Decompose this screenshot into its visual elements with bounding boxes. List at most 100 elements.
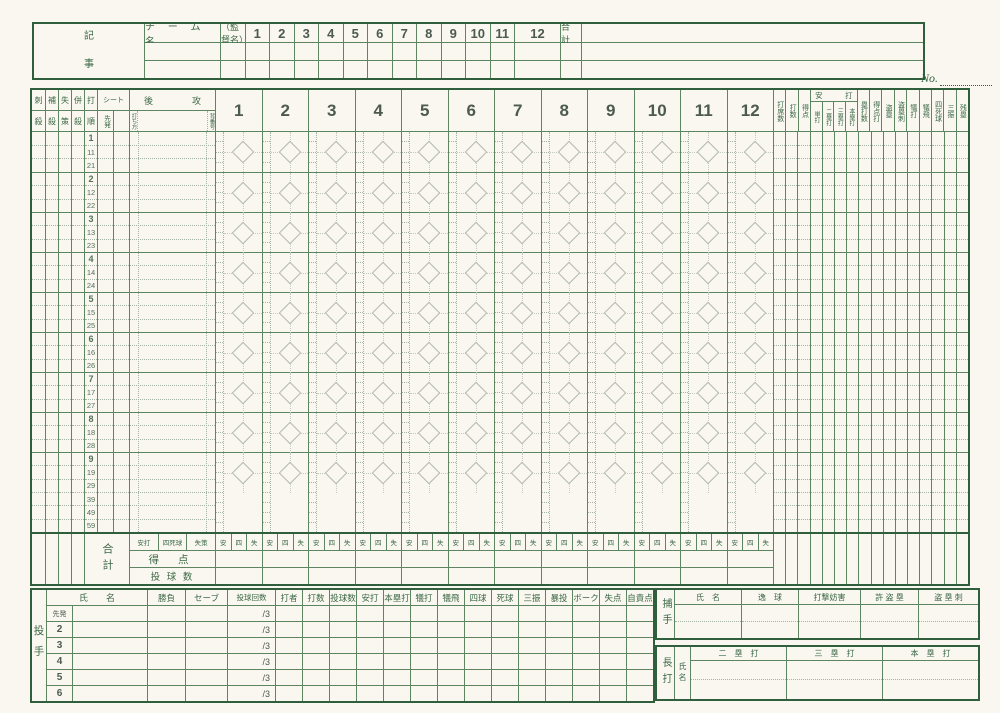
subrow: [402, 313, 409, 323]
pitcher-stat-cell: [410, 654, 437, 669]
subrow: [774, 200, 785, 212]
summary-stat-cell: [785, 173, 798, 212]
score-cell-inning-8: [540, 293, 587, 333]
score-cell-inning-6: [447, 333, 494, 373]
uniform-number-strip-line: [206, 132, 207, 172]
subrow: [309, 523, 316, 532]
summary-total-cell: [797, 534, 809, 584]
fielding-total-cell: [71, 534, 84, 584]
subrow: [72, 346, 84, 360]
count-strip: [634, 213, 643, 252]
subrow: [588, 353, 595, 363]
summary-header-残塁: 残塁: [955, 90, 968, 131]
subrow: [634, 293, 642, 303]
subrow: [635, 443, 642, 452]
fielding-total-cell: [45, 534, 58, 584]
scoring-diamond: [371, 261, 394, 285]
subrow: [883, 466, 895, 480]
subrow: [495, 273, 502, 283]
subrow: [786, 520, 797, 532]
pitcher-row-4: 4/3: [47, 653, 653, 669]
subrow: [774, 506, 786, 520]
subrow: [847, 493, 859, 507]
score-cell-inning-10: [633, 373, 680, 413]
totals-pitch-cell: [588, 568, 634, 584]
pitcher-stat-cell: [491, 654, 518, 669]
subrow: [727, 393, 735, 403]
pitcher-stat-cell: [491, 686, 518, 701]
catcher-stat-cell: [918, 605, 978, 638]
inning-score-cell: [490, 61, 514, 78]
inning-header-6: 6: [447, 90, 495, 131]
subrow: [932, 400, 943, 412]
subrow: [355, 153, 363, 163]
subrow: [727, 433, 735, 443]
batting-order-number: 14: [85, 266, 97, 280]
subrow: [588, 363, 595, 372]
subrow: [542, 163, 549, 172]
subrow: [634, 303, 642, 313]
catcher-header-氏 名: 氏 名: [696, 592, 720, 602]
subrow: [262, 263, 270, 273]
subrow: [932, 253, 944, 267]
subrow: [262, 273, 270, 283]
manager-name-input-cell: [221, 61, 245, 78]
subrow: [355, 132, 363, 143]
subrow: [130, 453, 215, 467]
subrow: [588, 413, 595, 423]
score-cell-inning-8: [540, 373, 587, 413]
subrow: [920, 413, 932, 427]
totals-mini-四: 四: [230, 534, 247, 550]
score-cell-inning-9: [587, 413, 634, 453]
subrow: [681, 273, 688, 283]
pitcher-stat-cell: [599, 670, 626, 685]
subrow: [798, 293, 810, 307]
subrow: [495, 203, 502, 212]
subrow: [727, 333, 735, 343]
count-strip: [727, 373, 736, 412]
subrow: [402, 273, 409, 283]
summary-stat-cell: [919, 453, 932, 532]
subrow: [932, 466, 944, 480]
count-strip: [355, 373, 364, 412]
summary-total-cell: [858, 534, 870, 584]
subrow: [130, 480, 215, 493]
subrow: [834, 466, 847, 480]
subrow: [727, 423, 735, 433]
subrow: [810, 373, 822, 387]
subrow: [956, 333, 968, 347]
subrow: [588, 303, 595, 313]
scoring-diamond: [417, 421, 441, 445]
slugging-stat-cell: [786, 661, 882, 699]
summary-stat-cell: [870, 413, 883, 452]
summary-stat-cell: [943, 132, 956, 172]
subrow: [932, 386, 944, 400]
subrow: [216, 503, 223, 513]
pitcher-stat-cell: [302, 670, 329, 685]
subrow: [859, 266, 871, 280]
subrow: [774, 346, 786, 360]
score-cell-inning-5: [401, 453, 448, 532]
batting-order-number: 3: [85, 213, 97, 227]
subrow: [309, 303, 316, 313]
save-cell: [185, 638, 227, 653]
pitcher-stat-cell: [437, 638, 464, 653]
subrow: [884, 520, 895, 532]
scoring-diamond: [603, 181, 627, 205]
subrow: [495, 433, 502, 443]
subrow: [59, 373, 71, 387]
subrow: [130, 186, 215, 200]
subrow: [908, 159, 919, 172]
subrow: [114, 493, 129, 507]
scoring-diamond: [231, 381, 255, 405]
subrow: [541, 173, 549, 183]
subrow: [448, 513, 456, 523]
subrow: [542, 323, 549, 332]
subrow: [495, 453, 502, 463]
scoring-diamond: [231, 301, 255, 325]
subrow: [957, 440, 968, 452]
batting-order-number: 24: [86, 281, 96, 291]
summary-total-cell: [943, 534, 956, 584]
subrow: [822, 213, 834, 227]
summary-header-三振: 三振: [943, 90, 955, 131]
